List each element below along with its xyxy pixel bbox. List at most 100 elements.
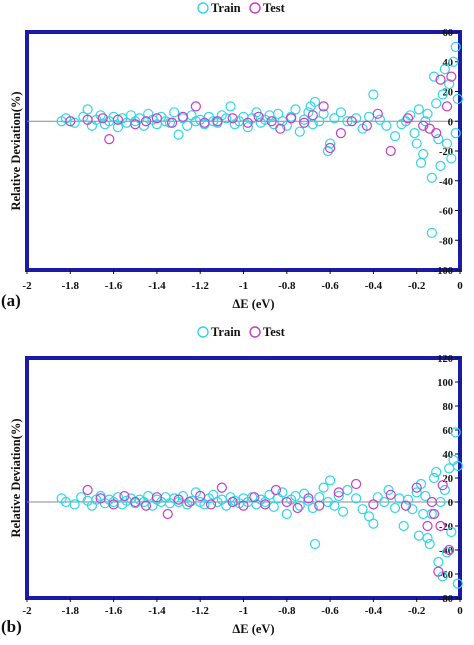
data-point bbox=[342, 116, 353, 127]
data-point bbox=[221, 113, 232, 124]
data-point bbox=[86, 120, 98, 131]
data-point bbox=[368, 518, 379, 529]
data-point bbox=[363, 511, 375, 522]
data-point bbox=[368, 499, 379, 510]
data-point bbox=[426, 172, 437, 183]
data-point bbox=[216, 482, 227, 493]
x-tick-label: 0 bbox=[457, 280, 463, 292]
data-point bbox=[325, 142, 336, 154]
data-point bbox=[450, 41, 461, 52]
y-tick-label: -40 bbox=[439, 177, 453, 188]
data-point bbox=[238, 500, 249, 511]
data-point bbox=[389, 131, 401, 142]
x-tick-label: 0 bbox=[457, 605, 463, 617]
legend-label-train: Train bbox=[211, 325, 241, 339]
data-point bbox=[182, 120, 193, 131]
data-point bbox=[212, 116, 223, 127]
data-point bbox=[422, 532, 433, 544]
data-point bbox=[426, 496, 437, 508]
x-axis-label: ΔE (eV) bbox=[232, 297, 274, 311]
data-point bbox=[452, 460, 463, 472]
data-point bbox=[264, 489, 275, 500]
data-point bbox=[281, 120, 292, 131]
data-point bbox=[253, 111, 264, 122]
x-tick-label: -0.4 bbox=[365, 280, 383, 292]
data-point bbox=[433, 134, 444, 145]
data-point bbox=[249, 492, 260, 503]
data-point bbox=[333, 490, 344, 502]
data-point bbox=[448, 56, 459, 67]
data-point bbox=[286, 113, 297, 124]
y-axis-label: Relative Deviation(%) bbox=[9, 418, 23, 537]
data-point bbox=[309, 96, 321, 108]
data-point bbox=[413, 530, 424, 541]
data-point bbox=[426, 508, 437, 520]
panel-label: (b) bbox=[1, 617, 22, 636]
data-point bbox=[166, 117, 178, 128]
data-point bbox=[400, 500, 411, 511]
data-point bbox=[439, 484, 450, 496]
data-point bbox=[309, 538, 321, 550]
y-tick-label: -80 bbox=[439, 236, 453, 247]
data-point bbox=[277, 487, 288, 498]
data-point bbox=[184, 496, 195, 508]
data-point bbox=[368, 89, 379, 100]
data-point bbox=[439, 64, 450, 75]
data-point bbox=[173, 129, 184, 140]
data-point bbox=[385, 489, 396, 500]
data-point bbox=[446, 71, 457, 82]
data-point bbox=[337, 506, 349, 517]
y-tick-label: 20 bbox=[443, 474, 454, 485]
y-axis-label: Relative Deviation(%) bbox=[9, 91, 23, 210]
data-point bbox=[143, 490, 154, 502]
legend-marker-train bbox=[197, 326, 209, 338]
data-point bbox=[130, 119, 141, 130]
data-point bbox=[227, 496, 238, 508]
data-point bbox=[275, 123, 286, 134]
chart-panel-a: 60 40 20 0 -20 -40 -60 -80 -100 -2 -1.8 -1.6 -1.4 -1.… bbox=[1, 1, 463, 311]
data-point bbox=[418, 148, 429, 160]
x-tick-label: -1 bbox=[239, 605, 248, 617]
x-tick-label: -2 bbox=[22, 280, 32, 292]
y-tick-label: -20 bbox=[439, 147, 453, 158]
series-test bbox=[82, 478, 455, 577]
data-point bbox=[190, 101, 201, 112]
data-point bbox=[162, 508, 173, 520]
data-point bbox=[405, 110, 416, 121]
data-point bbox=[208, 489, 219, 500]
y-tick-label: 40 bbox=[443, 450, 454, 461]
data-point bbox=[65, 116, 76, 127]
data-point bbox=[428, 71, 440, 82]
data-point bbox=[415, 157, 427, 168]
data-point bbox=[112, 492, 124, 503]
data-point bbox=[266, 116, 277, 127]
data-point bbox=[82, 114, 93, 125]
data-point bbox=[363, 111, 375, 122]
y-tick-label: -40 bbox=[439, 546, 453, 557]
data-point bbox=[441, 547, 453, 558]
panel-label: (a) bbox=[1, 291, 21, 310]
data-point bbox=[281, 496, 292, 508]
data-point bbox=[95, 493, 106, 504]
data-point bbox=[307, 502, 318, 514]
data-point bbox=[69, 117, 80, 128]
data-point bbox=[82, 484, 93, 496]
x-tick-label: -1.6 bbox=[105, 605, 123, 617]
data-point bbox=[104, 134, 115, 145]
data-point bbox=[314, 116, 325, 127]
data-point bbox=[444, 78, 455, 90]
x-tick-label: -1.8 bbox=[62, 280, 80, 292]
data-point bbox=[435, 520, 446, 532]
data-point bbox=[422, 108, 433, 119]
x-tick-label: -0.4 bbox=[365, 605, 383, 617]
data-point bbox=[299, 117, 310, 128]
data-point bbox=[177, 111, 188, 122]
data-point bbox=[242, 122, 253, 133]
data-point bbox=[418, 120, 429, 131]
data-point bbox=[299, 114, 310, 125]
data-point bbox=[333, 487, 344, 498]
data-point bbox=[372, 108, 383, 119]
legend-label-test: Test bbox=[263, 1, 286, 15]
data-point bbox=[379, 496, 390, 508]
